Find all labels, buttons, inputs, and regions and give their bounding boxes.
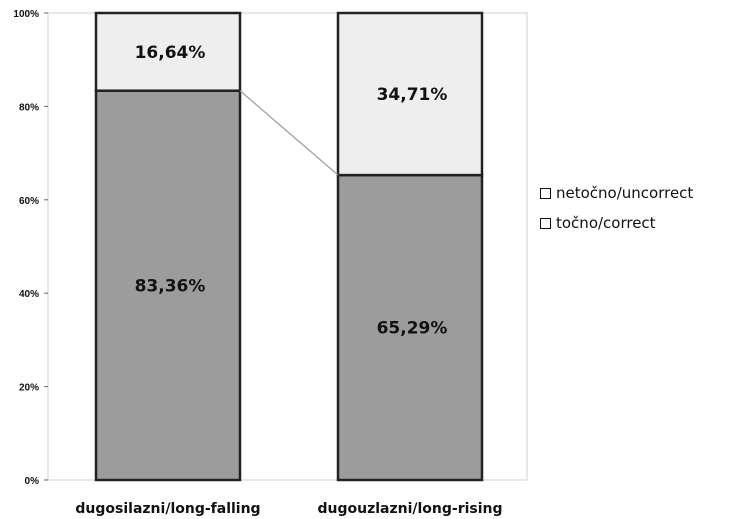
y-tick-label: 100% [13,9,39,20]
legend-item-uncorrect: netočno/uncorrect [540,178,693,208]
legend-label-uncorrect: netočno/uncorrect [556,184,694,202]
y-tick-label: 0% [25,476,40,487]
legend-item-correct: točno/correct [540,208,693,238]
y-tick-label: 80% [19,102,39,113]
legend-swatch-uncorrect [540,187,551,199]
data-label: 16,64% [135,43,206,63]
bar-segment [94,89,242,482]
legend-label-correct: točno/correct [556,214,656,232]
bar-segment [94,11,242,92]
x-category-label: dugosilazni/long-falling [75,501,260,517]
legend-swatch-correct [540,217,551,229]
data-label: 65,29% [377,319,448,339]
data-label: 83,36% [135,276,206,296]
x-category-label: dugouzlazni/long-rising [317,501,502,517]
series-line [239,90,339,176]
bar-segment [336,11,484,177]
data-label: 34,71% [377,85,448,105]
y-tick-label: 60% [19,196,39,207]
y-tick-label: 20% [19,383,39,394]
y-tick-label: 40% [19,289,39,300]
legend: netočno/uncorrect točno/correct [540,178,693,238]
